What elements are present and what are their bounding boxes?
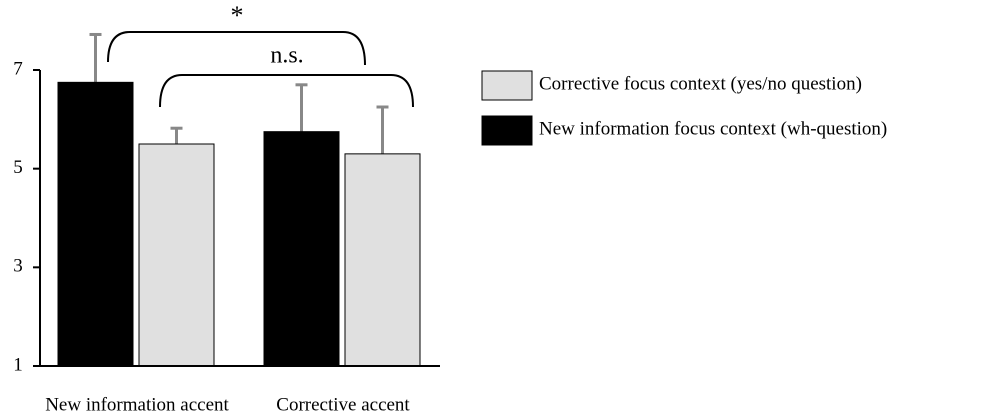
bar [263, 131, 340, 367]
y-tick-label: 1 [13, 354, 23, 375]
y-tick-label: 7 [13, 58, 23, 79]
legend-label: Corrective focus context (yes/no questio… [539, 73, 862, 94]
legend-swatch [481, 115, 533, 146]
bar [138, 143, 215, 367]
bracket [107, 31, 366, 66]
legend-label: New information focus context (wh-questi… [539, 118, 887, 139]
bracket [159, 74, 414, 108]
annotation: n.s. [270, 43, 303, 69]
bar [57, 81, 134, 367]
x-tick-label: New information accent [45, 394, 229, 415]
bar [344, 153, 421, 367]
annotation: * [231, 1, 244, 30]
legend-swatch [481, 70, 533, 101]
y-tick-label: 3 [13, 256, 23, 277]
y-tick-label: 5 [13, 157, 23, 178]
x-tick-label: Corrective accent [276, 394, 410, 415]
